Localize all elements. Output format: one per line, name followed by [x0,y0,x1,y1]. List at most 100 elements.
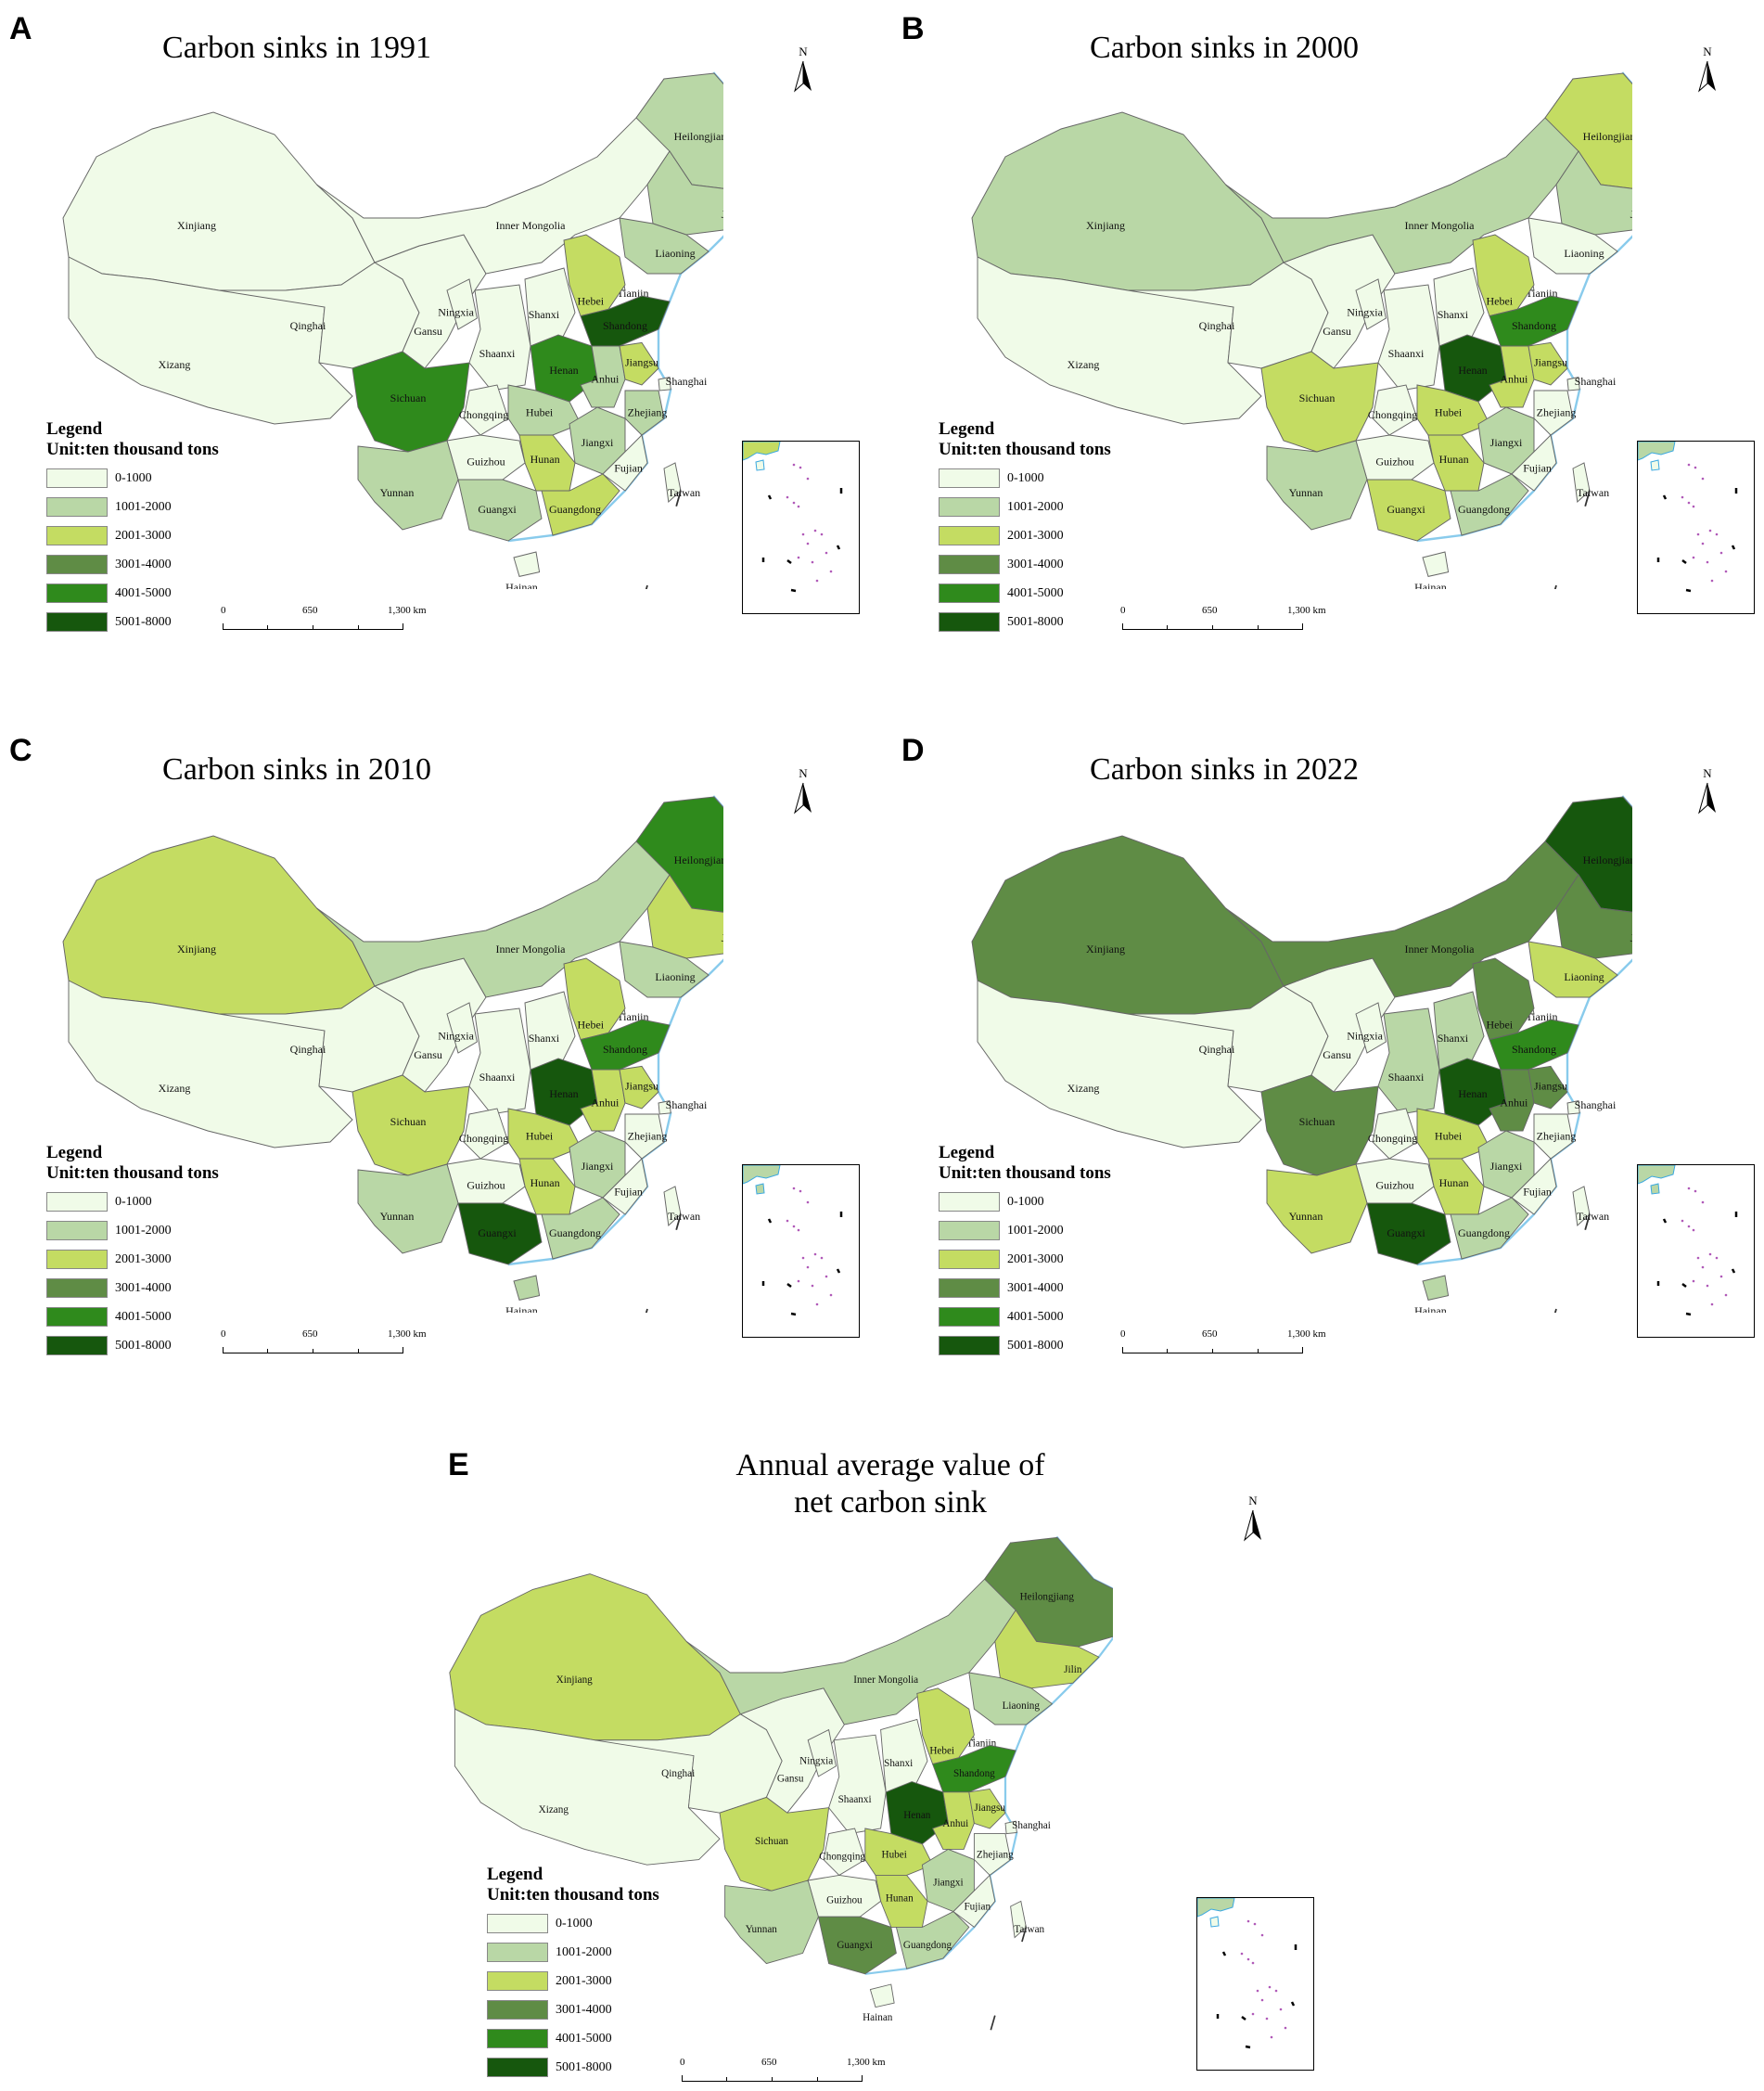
province-label: Jiangxi [933,1878,963,1889]
province-label: Liaoning [1564,247,1604,260]
province-guangdong [541,1197,620,1260]
north-arrow-icon: N [793,45,813,96]
province-label: Sichuan [390,1115,427,1128]
province-sichuan [1260,351,1379,453]
province-shanghai [1566,1100,1580,1115]
legend-swatch [46,468,108,488]
province-label: Fujian [1523,462,1552,475]
legend-label: 1001-2000 [1007,499,1064,514]
legend-swatch [46,584,108,603]
panel-letter: C [9,733,32,768]
legend-row: 5001-8000 [939,608,1111,636]
province-ningxia [446,278,478,330]
legend-label: 4001-5000 [1007,585,1064,600]
legend-swatch [46,497,108,517]
scale-label: 650 [1202,1328,1218,1340]
province-shanxi [880,1718,928,1793]
legend-row: 0-1000 [46,464,219,493]
legend-label: 3001-4000 [115,1280,172,1295]
province-label: Taiwan [668,486,700,499]
boundary-dash [1584,1213,1591,1231]
province-label: Jiangxi [582,1160,614,1173]
province-label: Guizhou [467,1178,505,1191]
province-label: Chongqing [1368,1132,1417,1145]
province-label: Heilongjiang [1020,1592,1075,1603]
legend-row: 5001-8000 [46,608,219,636]
province-label: Hunan [530,453,560,466]
province-fujian [1511,434,1557,492]
province-label: Liaoning [655,970,695,983]
province-label: Xizang [159,358,191,371]
panel-letter: E [448,1447,469,1482]
province-label: Qinghai [1199,1043,1235,1056]
legend-swatch [46,612,108,632]
province-hubei [864,1828,934,1876]
province-label: Jilin [1630,208,1632,221]
province-hebei [563,957,626,1041]
legend-swatch [487,1943,548,1962]
legend-swatch [939,1336,1000,1355]
legend-swatch [46,1278,108,1298]
province-hubei [507,384,582,436]
province-hebei [1472,957,1535,1041]
province-label: Ningxia [1347,1030,1383,1043]
province-label: Guangxi [478,1226,517,1239]
scale-label: 0 [221,1328,226,1340]
province-guangxi [457,479,543,542]
province-jiangsu [968,1788,1006,1829]
legend-label: 4001-5000 [1007,1309,1064,1324]
legend-label: 4001-5000 [556,2031,612,2046]
north-arrow-icon: N [1243,1494,1263,1546]
legend-swatch [46,526,108,545]
province-label: Inner Mongolia [1405,943,1476,956]
province-label: Jilin [1064,1664,1082,1675]
legend-swatch [939,1192,1000,1212]
legend-label: 4001-5000 [115,585,172,600]
scale-label: 1,300 km [1287,605,1326,616]
south-china-sea-inset [1637,441,1755,614]
province-liaoning [1528,941,1618,998]
legend-row: 2001-3000 [487,1967,659,1995]
province-label: Henan [1458,364,1487,377]
scale-label: 1,300 km [847,2057,886,2068]
legend-label: 2001-3000 [115,528,172,543]
legend: Legend Unit:ten thousand tons 0-1000 1001-2… [46,1143,219,1360]
boundary-dash [1553,584,1557,589]
province-label: Chongqing [1368,408,1417,421]
boundary-dash [990,2015,996,2031]
panel-b: B Carbon sinks in 2000 Xinjiang Xizang Qingh… [890,0,1764,649]
scale-label: 0 [1120,1328,1126,1340]
legend-label: 3001-4000 [1007,557,1064,571]
legend-title: Legend [939,1143,995,1162]
province-label: Guangdong [549,503,601,516]
scalebar: 0 650 1,300 km [1120,603,1326,633]
province-label: Sichuan [1299,1115,1336,1128]
province-label: Qinghai [1199,319,1235,332]
province-label: Sichuan [390,391,427,404]
province-label: Guizhou [1375,455,1413,468]
province-taiwan [1572,462,1591,503]
legend-label: 5001-8000 [115,1338,172,1353]
province-label: Shaanxi [1388,347,1425,360]
province-hainan [1422,551,1450,577]
province-label: Hunan [530,1176,560,1189]
legend-label: 3001-4000 [556,2002,612,2017]
legend-label: 0-1000 [556,1916,593,1931]
north-label: N [1703,766,1712,780]
legend-label: 2001-3000 [115,1251,172,1266]
province-chongqing [823,1828,866,1876]
province-ningxia [446,1002,478,1054]
province-hebei [916,1687,975,1765]
legend-swatch [46,1221,108,1240]
legend-row: 3001-4000 [487,1995,659,2024]
legend-swatch [939,555,1000,574]
province-label: Hubei [1435,406,1463,419]
province-label: Taiwan [1577,486,1609,499]
panel-d: D Carbon sinks in 2022 Xinjiang Xizang Qingh… [890,724,1764,1373]
choropleth-map: Xinjiang Xizang Qinghai Gansu Ningxia Inner M… [62,795,723,1313]
province-label: Xizang [1067,1082,1100,1095]
choropleth-map: Xinjiang Xizang Qinghai Gansu Ningxia Inner M… [62,71,723,589]
legend-row: 0-1000 [46,1187,219,1216]
province-sichuan [719,1796,830,1892]
legend-swatch [487,2000,548,2020]
